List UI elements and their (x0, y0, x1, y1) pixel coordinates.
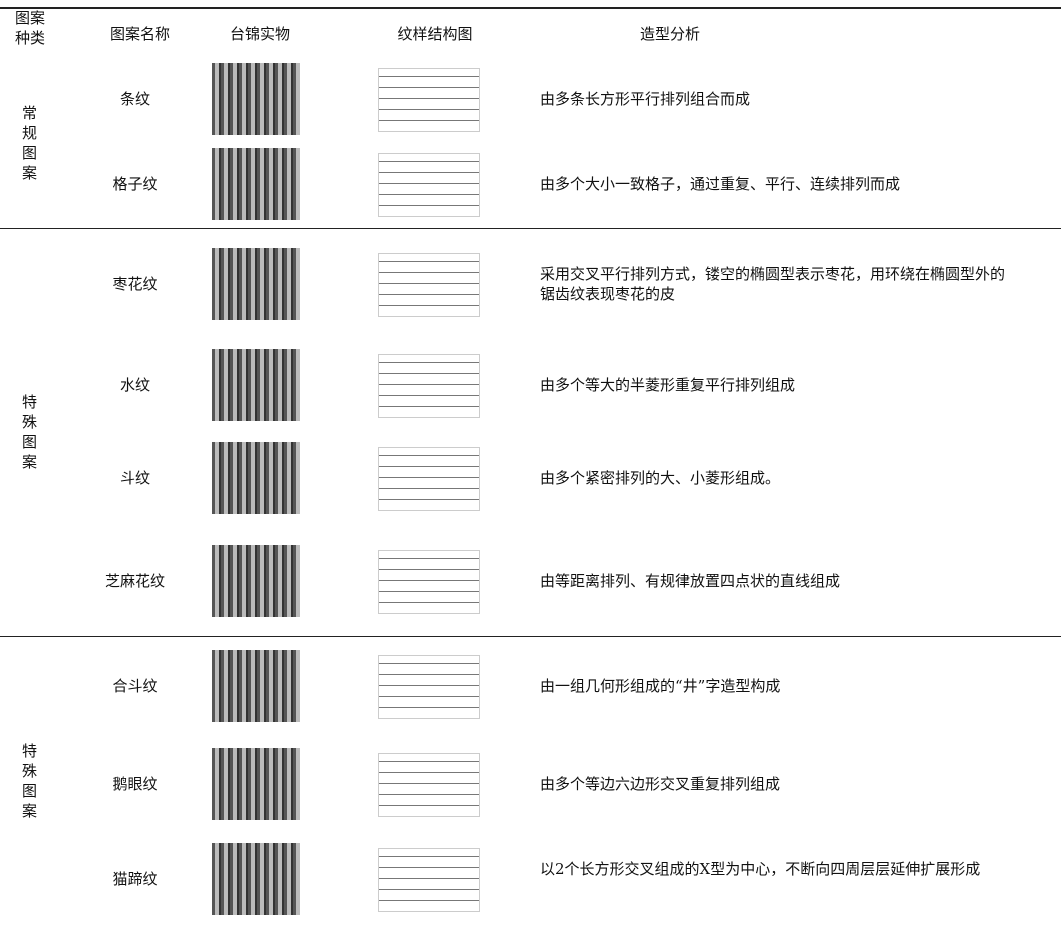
fabric-photo (212, 747, 300, 820)
header-cell: 造型分析 (640, 25, 701, 43)
structure-diagram (378, 848, 480, 912)
analysis: 由多个等大的半菱形重复平行排列组成 (540, 376, 796, 394)
pattern-name: 格子纹 (112, 175, 158, 193)
analysis: 由等距离排列、有规律放置四点状的直线组成 (540, 571, 841, 590)
analysis: 以2个长方形交叉组成的X型为中心，不断向四周层层延伸扩展形成 (540, 860, 981, 878)
pattern-name: 猫蹄纹 (112, 870, 158, 888)
fabric-photo (212, 63, 300, 135)
pattern-name: 斗纹 (119, 468, 150, 487)
pattern-name: 鹅眼纹 (112, 774, 158, 793)
fabric-photo (212, 649, 300, 722)
fabric-photo (212, 148, 300, 220)
structure-diagram (378, 354, 480, 418)
structure-diagram (378, 153, 480, 217)
analysis: 由多个等边六边形交叉重复排列组成 (540, 774, 781, 793)
top-rule (0, 7, 1061, 9)
header-cell: 台锦实物 (229, 25, 290, 43)
fabric-photo (212, 843, 300, 915)
structure-diagram (378, 446, 480, 511)
pattern-name: 芝麻花纹 (104, 571, 165, 590)
pattern-name: 合斗纹 (112, 676, 158, 695)
pattern-kind: 特殊图案 (22, 742, 38, 820)
analysis: 由一组几何形组成的“井”字造型构成 (540, 676, 781, 695)
analysis: 由多个大小一致格子，通过重复、平行、连续排列而成 (540, 175, 901, 193)
fabric-photo (212, 248, 300, 320)
header-cell: 纹样结构图 (397, 25, 473, 43)
structure-diagram (378, 654, 480, 719)
pattern-name: 枣花纹 (112, 275, 158, 293)
group-separator (0, 636, 1061, 637)
pattern-name: 条纹 (119, 90, 150, 108)
structure-diagram (378, 68, 480, 132)
fabric-photo (212, 441, 300, 514)
analysis: 采用交叉平行排列方式，镂空的椭圆型表示枣花，用环绕在椭圆型外的锯齿纹表现枣花的皮 (540, 265, 1006, 303)
analysis: 由多个紧密排列的大、小菱形组成。 (540, 468, 781, 487)
header-cell: 图案种类 (14, 9, 45, 47)
group-separator (0, 228, 1061, 229)
fabric-photo (212, 544, 300, 617)
analysis: 由多条长方形平行排列组合而成 (540, 90, 751, 108)
fabric-photo (212, 349, 300, 421)
pattern-kind: 常规图案 (22, 104, 38, 182)
pattern-kind: 特殊图案 (22, 393, 38, 471)
structure-diagram (378, 253, 480, 317)
structure-diagram (378, 549, 480, 614)
structure-diagram (378, 752, 480, 817)
header-cell: 图案名称 (109, 25, 170, 43)
pattern-name: 水纹 (119, 376, 150, 394)
